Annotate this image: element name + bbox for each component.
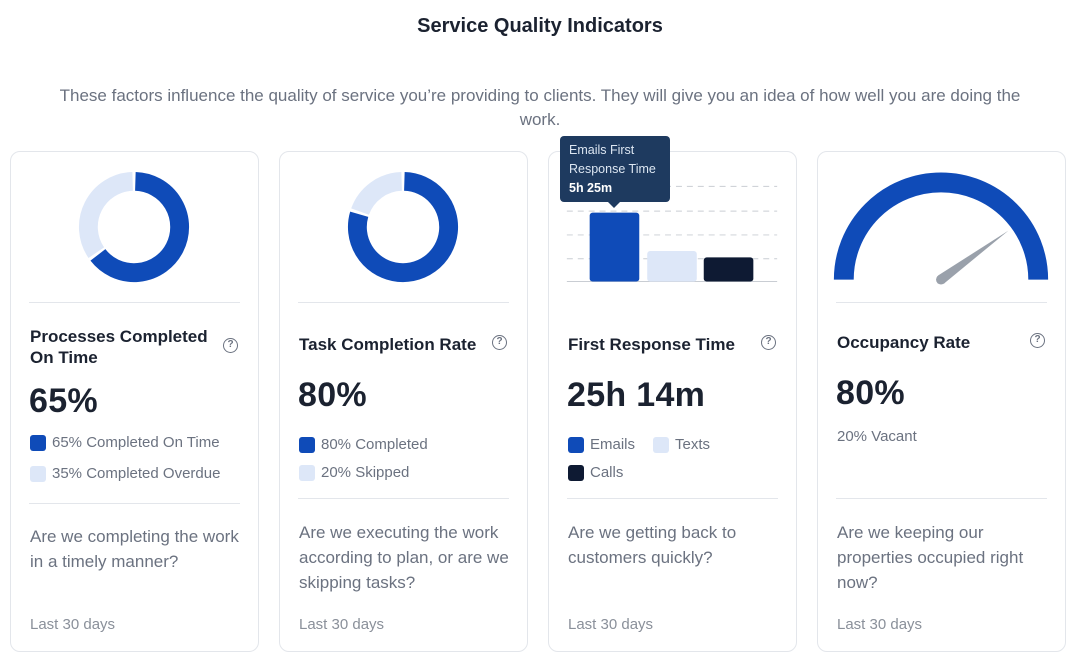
legend-item: Calls	[568, 464, 623, 481]
question-circle-icon[interactable]: ?	[761, 335, 776, 350]
legend-item: Texts	[653, 436, 710, 453]
card-value: 25h 14m	[567, 376, 706, 414]
card-divider	[298, 302, 509, 303]
legend-label: Texts	[675, 436, 711, 453]
tooltip-arrow	[608, 202, 620, 208]
chart-tooltip: Emails First Response Time 5h 25m	[560, 136, 670, 208]
legend-label: Emails	[590, 436, 636, 453]
card-period: Last 30 days	[30, 616, 116, 633]
card-question: Are we keeping our properties occupied r…	[837, 523, 1024, 592]
tooltip-value: 5h 25m	[569, 181, 613, 195]
legend-item: 20% Skipped	[299, 464, 409, 481]
card-question: Are we executing the work according to p…	[299, 523, 509, 592]
card-divider	[836, 302, 1047, 303]
donut-slice-completed[interactable]	[347, 171, 459, 283]
task-completion-donut-chart	[347, 171, 459, 283]
donut-slice-completed-on-time[interactable]	[90, 171, 190, 282]
donut-slice-completed-overdue[interactable]	[78, 171, 134, 259]
card-first-response: Emails First Response Time 5h 25m First …	[548, 136, 797, 652]
question-circle-icon[interactable]: ?	[1030, 333, 1045, 348]
legend-swatch	[568, 436, 584, 453]
legend-swatch	[653, 436, 669, 453]
occupancy-gauge-chart	[833, 172, 1049, 285]
card-divider	[567, 498, 778, 499]
card-divider	[298, 498, 509, 499]
legend-label: 65% Completed On Time	[52, 434, 220, 451]
processes-donut-chart	[78, 171, 190, 282]
card-title: Occupancy Rate	[837, 333, 971, 352]
legend-swatch	[30, 465, 46, 482]
legend-label: 20% Vacant	[837, 428, 917, 445]
legend-item: 20% Vacant	[837, 428, 917, 445]
bar-texts[interactable]	[647, 251, 697, 282]
bar-calls[interactable]	[703, 257, 754, 282]
legend-swatch	[299, 436, 315, 453]
legend-swatch	[30, 434, 46, 451]
card-processes-completed: Processes Completed On Time ? 65% 65% Co…	[10, 151, 259, 652]
page-title: Service Quality Indicators	[417, 15, 663, 37]
legend-label: 35% Completed Overdue	[52, 465, 221, 482]
card-value: 65%	[29, 382, 98, 420]
card-value: 80%	[298, 376, 367, 414]
legend-label: 80% Completed	[321, 436, 428, 453]
legend-item: 80% Completed	[299, 436, 428, 453]
card-period: Last 30 days	[837, 616, 923, 633]
legend-item: 65% Completed On Time	[30, 434, 220, 451]
card-question: Are we getting back to customers quickly…	[568, 523, 737, 567]
card-task-completion: Task Completion Rate ? 80% 80% Completed…	[279, 151, 528, 652]
card-divider	[29, 302, 240, 303]
card-title: Processes Completed On Time	[30, 327, 208, 367]
tooltip-series-name: Emails First Response Time	[569, 143, 656, 176]
card-occupancy-rate: Occupancy Rate ? 80% 20% Vacant Are we k…	[817, 151, 1066, 652]
gauge-arc	[833, 172, 1049, 280]
card-period: Last 30 days	[299, 616, 385, 633]
gauge-needle	[938, 230, 1009, 284]
donut-slice-skipped[interactable]	[351, 171, 403, 216]
card-title: Task Completion Rate	[299, 335, 477, 354]
card-period: Last 30 days	[568, 616, 654, 633]
card-divider	[29, 503, 240, 504]
question-circle-icon[interactable]: ?	[223, 338, 238, 353]
question-circle-icon[interactable]: ?	[492, 335, 507, 350]
legend-label: Calls	[590, 464, 624, 481]
legend-label: 20% Skipped	[321, 464, 410, 481]
bar-emails[interactable]	[589, 212, 640, 282]
legend-item: Emails	[568, 436, 635, 453]
first-response-bar-chart	[566, 185, 778, 283]
card-divider	[836, 498, 1047, 499]
page-subtitle: These factors influence the quality of s…	[59, 86, 1021, 129]
legend-swatch	[568, 464, 584, 481]
gauge-needle-hub	[936, 274, 946, 285]
card-title: First Response Time	[568, 335, 735, 354]
card-question: Are we completing the work in a timely m…	[30, 527, 239, 571]
card-value: 80%	[836, 374, 905, 412]
legend-swatch	[299, 464, 315, 481]
legend-item: 35% Completed Overdue	[30, 465, 220, 482]
